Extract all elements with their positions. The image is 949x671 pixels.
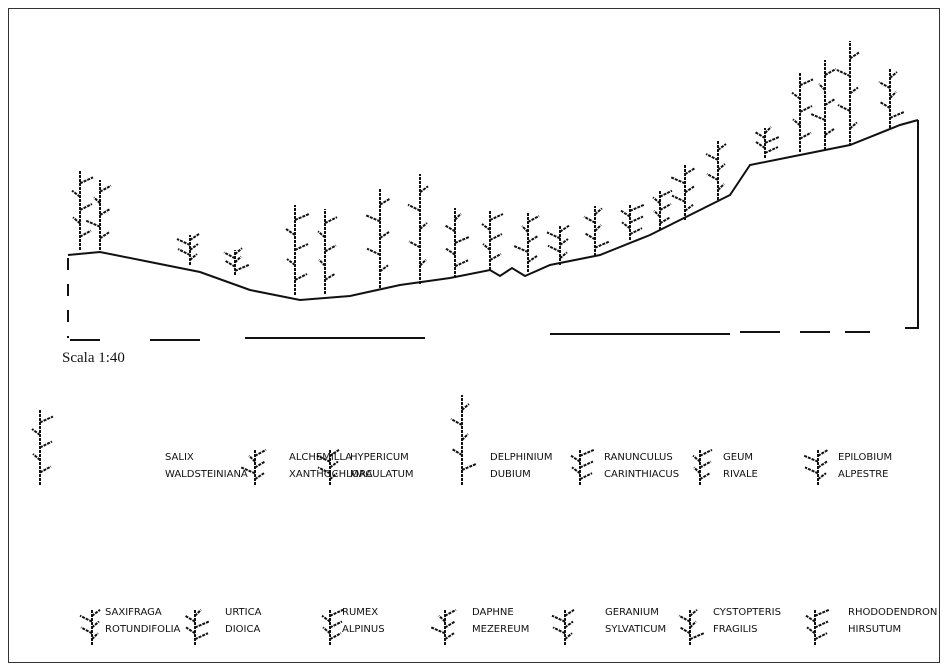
plant — [805, 608, 830, 645]
plant — [705, 140, 727, 200]
plant — [620, 203, 645, 240]
right-edge — [905, 120, 919, 329]
plant — [407, 174, 429, 284]
plant — [791, 72, 814, 152]
legend-label: MEZEREUM — [472, 624, 529, 635]
vegetation — [71, 41, 905, 295]
legend-label: RUMEX — [342, 607, 378, 618]
scale-label: Scala 1:40 — [62, 350, 125, 366]
plant — [321, 608, 344, 645]
plant — [317, 209, 338, 294]
plant — [79, 609, 101, 645]
plant — [670, 165, 696, 220]
plant — [803, 448, 829, 485]
legend-label: GERANIUM — [605, 607, 659, 618]
legend-label: ALPESTRE — [838, 469, 888, 480]
plant — [583, 206, 610, 256]
plant — [652, 189, 673, 230]
plant — [316, 449, 340, 485]
plant — [31, 410, 54, 485]
plant — [240, 448, 267, 485]
plant — [450, 395, 477, 485]
legend-label: GEUM — [723, 452, 753, 463]
plant — [878, 68, 905, 128]
plant — [513, 212, 540, 272]
plant — [678, 609, 705, 645]
plant — [570, 448, 595, 485]
legend-label: MACULATUM — [350, 469, 414, 480]
plant — [836, 41, 860, 146]
legend-label: SAXIFRAGA — [105, 607, 162, 618]
legend-label: WALDSTEINIANA — [165, 469, 248, 480]
plant — [285, 205, 310, 295]
legend-label: EPILOBIUM — [838, 452, 892, 463]
legend-label: DAPHNE — [472, 607, 514, 618]
legend: SALIXWALDSTEINIANAALCHEMILLAXANTHOCHLORA… — [31, 395, 937, 645]
plant — [71, 170, 94, 250]
legend-label: FRAGILIS — [713, 624, 758, 635]
legend-label: CARINTHIACUS — [604, 469, 679, 480]
legend-label: SALIX — [165, 452, 194, 463]
plant — [546, 224, 570, 265]
plant — [754, 126, 780, 158]
plant — [810, 60, 837, 150]
legend-label: RIVALE — [723, 469, 758, 480]
legend-label: DELPHINIUM — [490, 452, 552, 463]
plant — [551, 609, 575, 645]
baseline — [70, 331, 870, 341]
legend-label: HIRSUTUM — [848, 624, 901, 635]
legend-label: DIOICA — [225, 624, 260, 635]
plant — [184, 609, 210, 645]
legend-label: ALPINUS — [342, 624, 385, 635]
legend-label: DUBIUM — [490, 469, 531, 480]
plant — [85, 180, 112, 250]
plant — [365, 188, 391, 288]
legend-label: RANUNCULUS — [604, 452, 673, 463]
legend-label: SYLVATICUM — [605, 624, 666, 635]
legend-label: URTICA — [225, 607, 262, 618]
terrain-profile — [67, 119, 919, 302]
legend-label: HYPERICUM — [350, 452, 409, 463]
plant — [481, 210, 504, 270]
plant — [176, 233, 200, 265]
legend-label: ROTUNDIFOLIA — [105, 624, 181, 635]
plant — [223, 247, 250, 275]
plant — [430, 608, 457, 645]
legend-label: CYSTOPTERIS — [713, 607, 781, 618]
plant — [692, 448, 713, 485]
legend-label: RHODODENDRON — [848, 607, 937, 618]
frame — [8, 8, 940, 663]
plant — [444, 208, 470, 278]
